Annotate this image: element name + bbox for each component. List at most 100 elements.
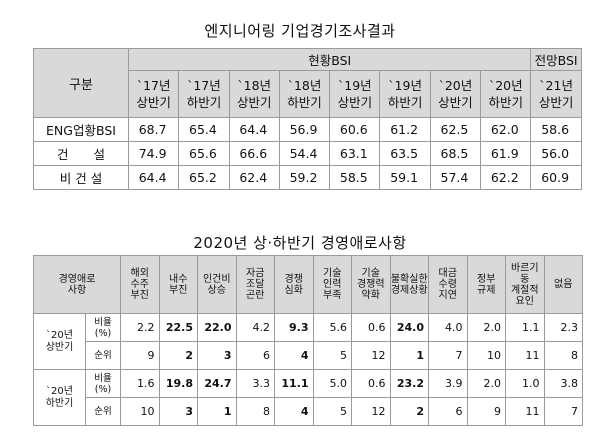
bsi-value-cell: 56.0 [530, 141, 582, 166]
difficulty-value-cell: 2.0 [466, 369, 506, 398]
bsi-corner-header: 구분 [33, 48, 129, 118]
difficulty-value-cell: 3.8 [543, 369, 583, 398]
difficulty-value-cell: 12 [351, 397, 391, 426]
difficulty-value-cell: 10 [466, 341, 506, 370]
period-label: `19년 상반기 [337, 78, 373, 110]
difficulty-value-cell: 2.2 [120, 313, 160, 342]
period-label: `17년 하반기 [186, 78, 222, 110]
difficulty-value-cell: 10 [120, 397, 160, 426]
period-label: `20년 상반기 [438, 78, 473, 110]
bsi-row-label: 건 설 [33, 141, 129, 166]
bsi-value-cell: 63.1 [329, 141, 381, 166]
difficulty-value-cell: 7 [543, 397, 583, 426]
bsi-value-cell: 60.6 [329, 117, 381, 142]
difficulty-value-cell: 1 [389, 341, 429, 370]
difficulty-value-cell: 12 [351, 341, 391, 370]
difficulty-value-cell: 1.0 [505, 369, 545, 398]
difficulty-value-cell: 3.9 [428, 369, 468, 398]
bsi-forecast-header: 전망BSI [530, 48, 582, 71]
difficulty-value-cell: 5 [312, 397, 352, 426]
difficulty-column-header: 해외 수주 부진 [120, 255, 160, 314]
bsi-data-row: ENG업황BSI 68.7 65.4 64.4 56.9 60.6 61.2 62.5 62.0… [33, 117, 582, 142]
bsi-value-cell: 60.9 [530, 165, 582, 190]
bsi-value-cell: 54.4 [278, 141, 331, 166]
difficulty-value-cell: 1.6 [120, 369, 160, 398]
difficulty-value-cell: 24.0 [389, 313, 429, 342]
bsi-data-row: 비 건 설 64.4 65.2 62.4 59.2 58.5 59.1 57.4 62.2 60.… [33, 165, 582, 190]
bsi-value-cell: 62.4 [228, 165, 280, 190]
difficulty-value-cell: 1.1 [505, 313, 545, 342]
bsi-value-cell: 62.2 [480, 165, 532, 190]
difficulty-value-cell: 6 [428, 397, 468, 426]
period-label: `18년 하반기 [287, 78, 322, 110]
bsi-table: 구분 현황BSI 전망BSI `17년 상반기 `17년 하반기 `18년 상반기 `18년… [33, 48, 582, 190]
difficulty-column-header: 없음 [543, 255, 583, 314]
period-label: `19년 하반기 [387, 78, 423, 110]
bsi-data-row: 건 설 74.9 65.6 66.6 54.4 63.1 63.5 68.5 61.9 56.0 [33, 141, 582, 166]
difficulty-value-cell: 4.0 [428, 313, 468, 342]
bsi-period-header: `18년 상반기 [228, 70, 280, 118]
difficulty-value-cell: 3 [158, 397, 198, 426]
period-label: `21년 상반기 [538, 78, 574, 110]
difficulty-value-cell: 11 [505, 341, 545, 370]
difficulty-column-header: 정부 규제 [466, 255, 506, 314]
difficulty-column-header: 기술 인력 부족 [312, 255, 352, 314]
difficulty-value-cell: 4.2 [235, 313, 275, 342]
difficulty-corner-header: 경영애로 사항 [33, 255, 121, 314]
bsi-value-cell: 66.6 [228, 141, 280, 166]
difficulty-data-row: `20년 하반기 비율 (%) 1.6 19.8 24.7 3.3 11.1 5.0 0.6 23.2… [33, 369, 583, 426]
difficulty-table: 경영애로 사항 해외 수주 부진 내수 부진 인건비 상승 자금 조달 곤란 경쟁 심화 기술 인력 부족 기술… [33, 255, 583, 426]
difficulty-value-cell: 1 [197, 397, 237, 426]
difficulty-data-row: `20년 상반기 비율 (%) 2.2 22.5 22.0 4.2 9.3 5.6 0.6 24.0 4… [33, 313, 583, 370]
bsi-value-cell: 68.5 [429, 141, 482, 166]
difficulty-data-row: 순위 9 2 3 6 4 5 12 1 7 10 11 8 [34, 341, 583, 370]
difficulty-value-cell: 5.0 [312, 369, 352, 398]
difficulty-value-cell: 11.1 [274, 369, 314, 398]
difficulty-metric-label: 비율 (%) [85, 369, 121, 398]
bsi-period-header: `17년 하반기 [178, 70, 230, 118]
difficulty-period-label: `20년 하반기 [33, 369, 86, 426]
bsi-current-header: 현황BSI [127, 48, 532, 71]
bsi-row-label: 비 건 설 [33, 165, 129, 190]
bsi-value-cell: 58.5 [329, 165, 381, 190]
bsi-value-cell: 74.9 [127, 141, 180, 166]
bsi-period-header: `17년 상반기 [127, 70, 180, 118]
bsi-period-row: `17년 상반기 `17년 하반기 `18년 상반기 `18년 하반기 `19년 상반기 `19년 하… [34, 70, 582, 118]
difficulty-column-header: 바르기 동 계절적 요인 [505, 255, 545, 314]
difficulty-value-cell: 22.5 [158, 313, 198, 342]
difficulty-value-cell: 24.7 [197, 369, 237, 398]
difficulty-value-cell: 3 [197, 341, 237, 370]
difficulty-value-cell: 2 [389, 397, 429, 426]
difficulty-value-cell: 3.3 [235, 369, 275, 398]
difficulty-value-cell: 8 [235, 397, 275, 426]
difficulty-value-cell: 5.6 [312, 313, 352, 342]
difficulty-period-label: `20년 상반기 [33, 313, 86, 370]
difficulty-value-cell: 22.0 [197, 313, 237, 342]
difficulty-value-cell: 5 [312, 341, 352, 370]
bsi-period-header: `20년 상반기 [429, 70, 482, 118]
difficulty-metric-label: 비율 (%) [85, 313, 121, 342]
bsi-value-cell: 59.1 [379, 165, 431, 190]
difficulty-column-header: 경쟁 심화 [274, 255, 314, 314]
bsi-row-label: ENG업황BSI [33, 117, 129, 142]
difficulty-value-cell: 9.3 [274, 313, 314, 342]
period-label: `20년 하반기 [488, 78, 524, 110]
bsi-value-cell: 58.6 [530, 117, 582, 142]
bsi-header-row-1: 구분 현황BSI 전망BSI [33, 48, 582, 118]
bsi-value-cell: 65.2 [178, 165, 230, 190]
difficulty-value-cell: 9 [120, 341, 160, 370]
bsi-period-header: `19년 하반기 [379, 70, 431, 118]
difficulty-metric-label: 순위 [85, 397, 121, 426]
period-label: `18년 상반기 [236, 78, 272, 110]
difficulty-value-cell: 0.6 [351, 369, 391, 398]
difficulty-value-cell: 19.8 [158, 369, 198, 398]
bsi-value-cell: 61.2 [379, 117, 431, 142]
period-label: `17년 상반기 [136, 78, 171, 110]
difficulty-column-header: 내수 부진 [158, 255, 198, 314]
difficulty-column-header: 대금 수령 지연 [428, 255, 468, 314]
difficulty-value-cell: 4 [274, 341, 314, 370]
difficulty-value-cell: 2.3 [543, 313, 583, 342]
difficulty-value-cell: 8 [543, 341, 583, 370]
difficulty-value-cell: 6 [235, 341, 275, 370]
difficulty-value-cell: 9 [466, 397, 506, 426]
